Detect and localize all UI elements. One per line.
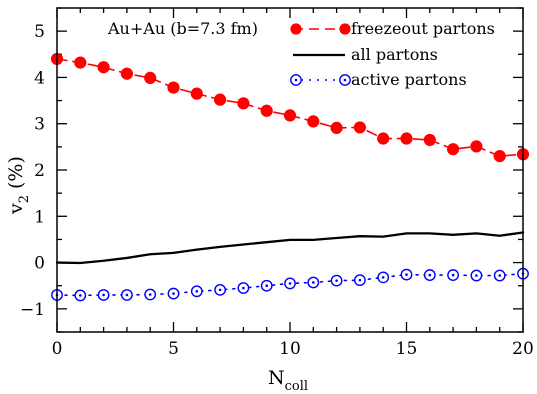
legend-item: freezeout partons <box>290 19 495 38</box>
x-axis-label: Ncoll <box>268 367 308 394</box>
data-point <box>167 81 180 94</box>
y-axis-label: v2 (%) <box>5 156 32 215</box>
data-point <box>353 274 366 287</box>
data-point-dot <box>102 293 105 297</box>
series-line <box>55 231 525 265</box>
data-point <box>190 285 203 298</box>
x-axis-label-main: N <box>268 367 285 389</box>
data-point <box>260 104 273 117</box>
legend-marker-dot <box>294 78 298 82</box>
data-point <box>493 269 506 282</box>
y-tick-label: 2 <box>34 161 45 181</box>
data-point-dot <box>265 284 269 288</box>
x-tick-label: 20 <box>512 339 534 359</box>
legend-item: all partons <box>293 45 438 64</box>
data-point <box>167 287 180 300</box>
data-point <box>353 121 366 134</box>
data-point <box>97 289 110 301</box>
data-point <box>214 283 227 296</box>
data-point-dot <box>312 281 315 284</box>
y-tick-label: 3 <box>34 115 45 135</box>
data-point-dot <box>288 282 292 285</box>
x-tick-label: 10 <box>279 339 301 359</box>
x-tick-label: 5 <box>168 339 179 359</box>
data-point <box>470 140 483 153</box>
legend-label: all partons <box>351 45 438 64</box>
data-point <box>237 97 250 110</box>
data-point <box>447 143 460 156</box>
legend-marker <box>339 23 351 35</box>
data-point <box>330 121 343 134</box>
legend-label: active partons <box>351 70 467 89</box>
y-axis-label-main: v <box>5 203 27 215</box>
data-point-dot <box>451 273 455 277</box>
y-tick-label: 0 <box>34 254 45 274</box>
legend-marker <box>290 23 302 35</box>
data-point <box>330 274 343 287</box>
data-point <box>214 93 227 106</box>
data-point <box>470 269 483 282</box>
y-axis-label-sub: 2 <box>17 195 32 203</box>
data-point-dot <box>242 286 245 290</box>
data-point <box>377 271 390 284</box>
data-point <box>423 269 436 281</box>
data-point <box>120 67 134 80</box>
data-point <box>74 56 87 69</box>
legend: freezeout partons all partons active parto… <box>290 19 495 89</box>
data-point-dot <box>218 288 222 292</box>
x-tick-label: 0 <box>52 339 63 359</box>
data-point <box>74 289 87 302</box>
data-point <box>144 71 157 84</box>
plot-frame <box>56 7 524 333</box>
data-point <box>237 282 250 294</box>
legend-marker-dot <box>343 78 347 82</box>
data-point-dot <box>79 294 82 297</box>
data-point-dot <box>405 273 408 276</box>
y-tick-label: 4 <box>34 68 45 88</box>
data-point <box>121 289 133 301</box>
data-point <box>307 276 320 289</box>
data-point-dot <box>358 278 362 282</box>
data-point-dot <box>172 292 175 295</box>
series-active-partons <box>51 267 529 302</box>
x-tick-label: 15 <box>396 339 418 359</box>
data-point <box>97 61 110 74</box>
data-point <box>400 132 413 145</box>
y-tick-label: 1 <box>34 207 45 227</box>
data-point-dot <box>428 273 432 277</box>
data-point <box>144 288 157 301</box>
data-point-dot <box>475 274 478 277</box>
legend-item: active partons <box>290 70 467 89</box>
data-point-dot <box>335 279 338 282</box>
y-tick-label: −1 <box>20 300 45 320</box>
data-point <box>377 132 390 145</box>
series-layer <box>50 52 530 302</box>
y-axis-label-suffix: (%) <box>5 156 27 189</box>
data-point <box>447 269 459 281</box>
data-point <box>190 87 203 100</box>
data-point <box>260 279 273 292</box>
data-point <box>400 268 413 281</box>
data-point <box>283 109 297 122</box>
y-tick-label: 5 <box>34 22 45 42</box>
data-point <box>284 277 296 290</box>
axis-ticks <box>56 7 524 333</box>
data-point-dot <box>498 274 502 277</box>
data-point <box>423 133 436 147</box>
legend-label: freezeout partons <box>351 19 495 38</box>
data-point <box>493 150 506 163</box>
data-point <box>307 115 320 128</box>
data-point-dot <box>125 293 129 297</box>
series-all-partons <box>55 231 525 265</box>
series-freezeout-partons <box>50 52 530 163</box>
data-point-dot <box>381 276 385 279</box>
data-point-dot <box>148 293 152 296</box>
annotation-text: Au+Au (b=7.3 fm) <box>107 19 258 38</box>
x-axis-label-sub: coll <box>285 379 308 394</box>
data-point-dot <box>195 289 199 293</box>
